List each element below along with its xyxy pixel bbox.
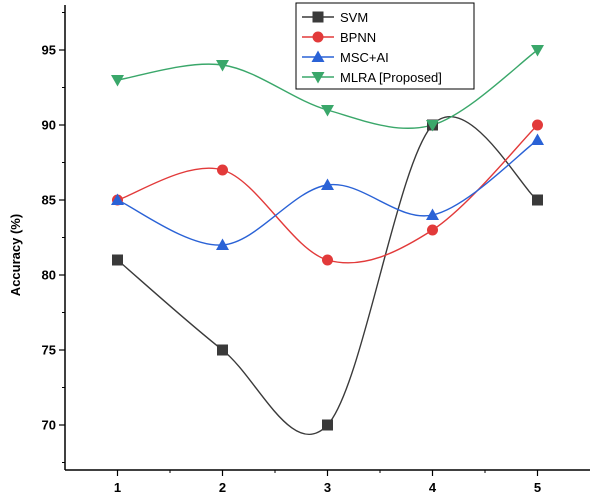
x-tick-label: 1 bbox=[114, 480, 121, 495]
data-point bbox=[217, 344, 228, 356]
axes: 70 75 80 85 90 95 1 2 3 4 5 bbox=[42, 5, 590, 495]
data-point bbox=[427, 224, 438, 236]
series-line-3 bbox=[117, 139, 538, 246]
data-point bbox=[111, 75, 124, 87]
x-tick-label: 3 bbox=[324, 480, 331, 495]
x-tick-label: 2 bbox=[219, 480, 226, 495]
series-line-2 bbox=[117, 124, 538, 264]
series-markers bbox=[111, 45, 544, 431]
legend-marker bbox=[311, 50, 325, 62]
y-tick-label: 75 bbox=[42, 343, 56, 358]
data-point bbox=[322, 254, 333, 266]
legend-marker bbox=[312, 11, 324, 23]
data-point bbox=[426, 120, 439, 132]
y-tick-label: 70 bbox=[42, 418, 56, 433]
y-axis-title: Accuracy (%) bbox=[8, 214, 23, 296]
data-point bbox=[111, 193, 124, 205]
legend-marker bbox=[312, 31, 324, 43]
data-point bbox=[322, 419, 333, 431]
legend-label: MLRA [Proposed] bbox=[340, 70, 442, 85]
legend-label: BPNN bbox=[340, 30, 376, 45]
y-tick-label: 90 bbox=[42, 118, 56, 133]
data-point bbox=[321, 178, 334, 190]
x-tick-label: 4 bbox=[429, 480, 437, 495]
data-point bbox=[531, 133, 544, 145]
data-point bbox=[531, 45, 544, 57]
data-point bbox=[216, 60, 229, 72]
legend-label: SVM bbox=[340, 10, 368, 25]
legend-label: MSC+AI bbox=[340, 50, 389, 65]
series-line-1 bbox=[117, 115, 538, 435]
y-tick-label: 95 bbox=[42, 43, 56, 58]
legend: SVM BPNN MSC+AI MLRA [Proposed] bbox=[295, 2, 475, 90]
y-tick-label: 85 bbox=[42, 193, 56, 208]
data-point bbox=[216, 238, 229, 250]
data-point bbox=[532, 194, 543, 206]
data-point bbox=[112, 254, 123, 266]
legend-marker bbox=[311, 72, 325, 84]
y-tick-label: 80 bbox=[42, 268, 56, 283]
x-tick-label: 5 bbox=[534, 480, 541, 495]
data-point bbox=[217, 164, 228, 176]
data-point bbox=[532, 119, 543, 131]
data-point bbox=[426, 208, 439, 220]
data-point bbox=[321, 105, 334, 117]
